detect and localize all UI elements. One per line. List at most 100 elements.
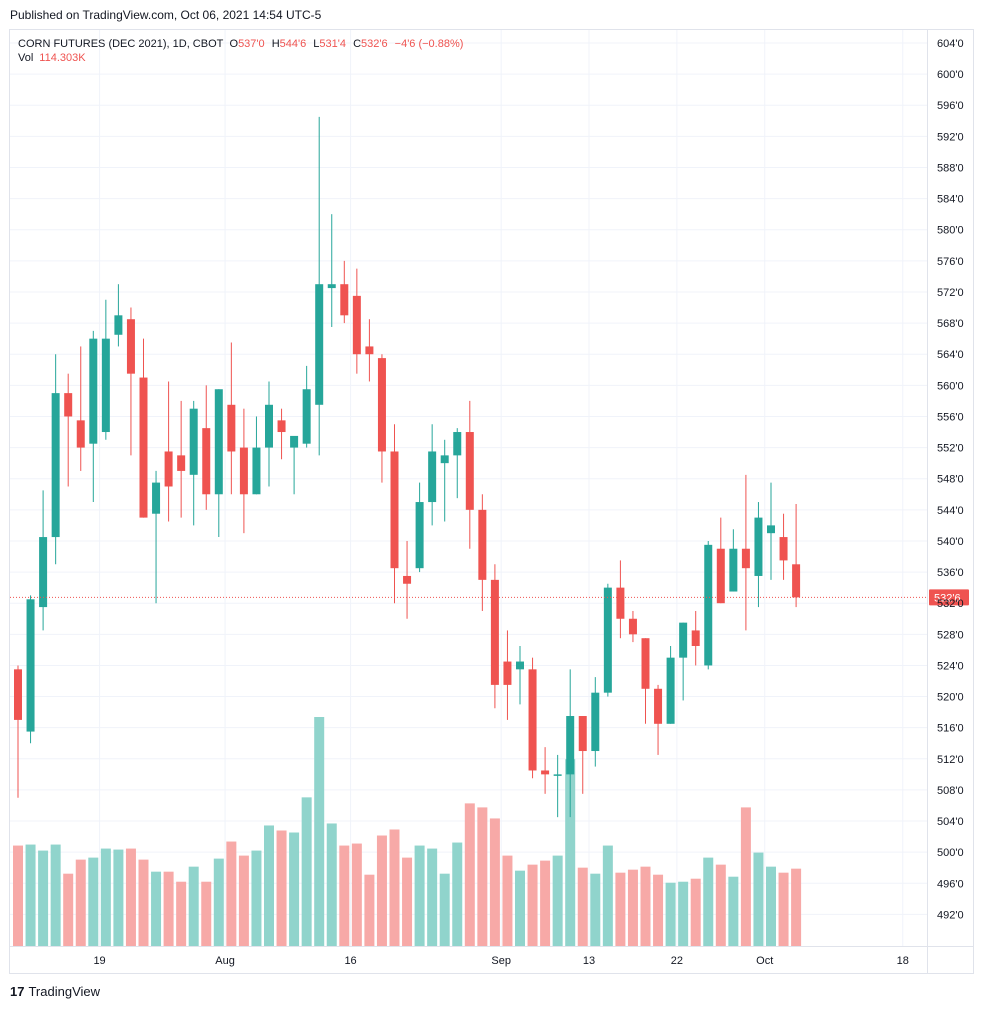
candle-body [290,435,299,448]
volume-bar [326,823,337,946]
candle-body [553,774,562,776]
candle-body [340,284,349,316]
y-tick-label: 584'0 [937,194,964,206]
high-label: H [271,38,280,50]
volume-bar [402,857,413,946]
volume-bar [565,759,576,946]
volume-bar [627,869,638,946]
y-tick-label: 552'0 [937,443,964,455]
volume-bar [452,842,463,946]
volume-bar [427,848,438,946]
candle-body [478,509,487,580]
low-value: 531'4 [319,38,346,50]
y-tick-label: 520'0 [937,692,964,704]
volume-bar [376,835,387,946]
candle-body [26,599,35,732]
close-value: 532'6 [361,38,388,50]
volume-bar [264,825,274,946]
y-tick-label: 508'0 [937,785,964,797]
volume-bar [351,843,362,946]
volume-bar [690,878,701,946]
candle-body [39,537,48,608]
volume-bar [590,873,601,946]
tradingview-logo-icon: 17 [10,984,25,999]
volume-bar [138,859,149,946]
y-tick-label: 516'0 [937,723,964,735]
volume-bar [602,845,613,946]
candle-body [415,502,424,569]
y-tick-label: 496'0 [937,878,964,890]
candle-body [741,548,750,569]
candle-body [490,579,499,685]
volume-bar [615,872,626,946]
volume-bar [678,881,689,946]
price-axis: 604'0 600'0 596'0 592'0 588'0 584'0 580'0 576'0… [10,30,974,974]
volume-bar [477,807,488,946]
x-tick-label: 16 [344,955,356,967]
volume-bar [364,874,375,946]
y-tick-label: 600'0 [937,69,964,81]
y-tick-label: 528'0 [937,629,964,641]
volume-bar [201,881,212,946]
symbol-title: CORN FUTURES (DEC 2021), 1D, CBOT [18,38,224,50]
candle-body [277,420,286,433]
volume-bar [640,866,651,946]
candle-body [327,284,336,289]
candle-body [729,548,738,592]
x-tick-label: 18 [897,955,909,967]
volume-bar [527,864,538,946]
volume-bar [389,829,400,946]
candle-body [352,295,361,355]
candle-body [64,393,73,417]
volume-bar [791,868,802,946]
candle-body [453,432,462,456]
candle-body [591,692,600,752]
volume-bar [88,857,99,946]
volume-bar [188,866,199,946]
candle-body [152,482,161,514]
footer[interactable]: 17 TradingView [10,984,100,999]
candle-body [754,517,763,576]
candle-body [716,548,725,604]
y-tick-label: 536'0 [937,567,964,579]
volume-bar [339,845,350,946]
volume-bar [100,848,111,946]
candle-body [403,575,412,584]
volume-bar [176,881,187,946]
candle-body [516,661,524,670]
tradingview-brand[interactable]: TradingView [28,984,101,999]
candle-body [76,420,85,448]
candles [14,116,801,818]
y-tick-label: 500'0 [937,847,964,859]
volume-bar [163,871,174,946]
volume-bar [540,860,551,946]
candle-body [315,284,324,405]
volume-bar [25,844,36,946]
x-tick-label: 13 [583,955,595,967]
volume-bar [289,832,300,946]
volume-bar [740,807,751,946]
y-tick-label: 564'0 [937,349,964,361]
candle-body [177,455,186,471]
x-tick-label: 22 [671,955,683,967]
candle-body [566,716,575,775]
candle-body [704,544,713,666]
volume-bar [125,848,136,946]
volume-bar [251,850,262,946]
volume-bar [728,876,739,946]
volume-bar [577,867,588,946]
candle-body [503,661,512,685]
close-label: C [353,38,362,50]
volume-bar [489,818,500,946]
open-value: 537'0 [238,38,265,50]
volume-bar [238,855,249,946]
volume-bar [414,845,425,946]
y-tick-label: 604'0 [937,38,964,50]
low-label: L [313,38,320,50]
chart-legend: CORN FUTURES (DEC 2021), 1D, CBOT O537'0… [18,36,463,52]
candle-body [214,389,223,495]
y-tick-label: 532'0 [937,598,964,610]
candle-body [440,455,449,464]
time-axis: 19 Aug 16 Sep 13 22 Oct 18 [93,955,908,967]
